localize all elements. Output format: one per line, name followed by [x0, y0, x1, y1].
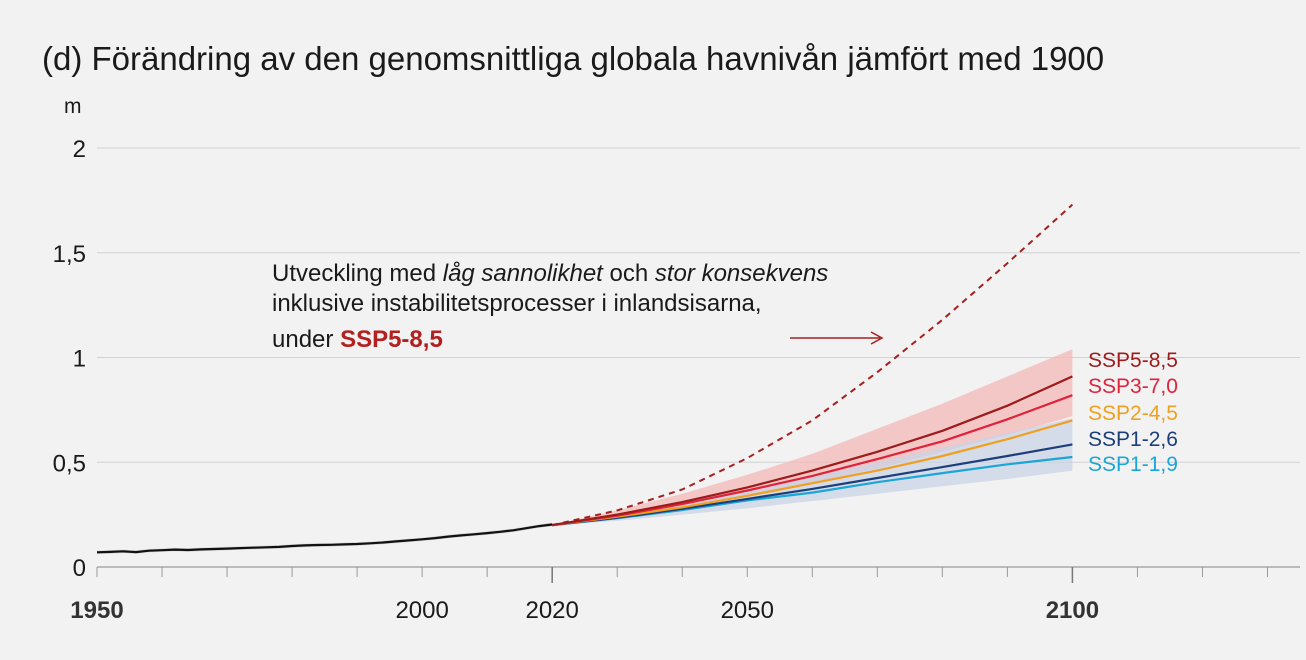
y-axis-unit: m: [64, 95, 82, 118]
x-tick-label: 2020: [525, 597, 578, 624]
annotation-line-3: under SSP5-8,5: [272, 326, 443, 353]
x-tick-label: 2100: [1046, 597, 1099, 624]
chart-title: (d) Förändring av den genomsnittliga glo…: [42, 40, 1104, 77]
uncertainty-bands: [97, 349, 1073, 554]
y-tick-label: 0: [73, 555, 86, 582]
low-likelihood-line: [551, 203, 1074, 527]
series-label-SSP3-7,0: SSP3-7,0: [1088, 375, 1178, 398]
series-line-SSP1-2,6: [552, 443, 1073, 527]
series-line-SSP2-4,5: [552, 419, 1073, 527]
annotation-arrow: [790, 331, 884, 345]
annotation-line-1: Utveckling med låg sannolikhet och stor …: [272, 260, 828, 287]
historical-line: [96, 523, 553, 554]
series-label-SSP1-1,9: SSP1-1,9: [1088, 453, 1178, 476]
series-label-SSP1-2,6: SSP1-2,6: [1088, 428, 1178, 451]
series-label-SSP5-8,5: SSP5-8,5: [1088, 349, 1178, 372]
y-tick-label: 1: [73, 346, 86, 373]
band-SSP1-2,6: [552, 418, 1073, 526]
series-line-SSP5-8,5: [552, 375, 1073, 527]
x-tick-label: 1950: [70, 597, 123, 624]
band-SSP5-8,5: [552, 349, 1073, 526]
x-tick-label: 2000: [395, 597, 448, 624]
y-tick-label: 1,5: [53, 241, 86, 268]
x-axis: [96, 566, 1300, 583]
x-tick-label: 2050: [721, 597, 774, 624]
series-line-SSP3-7,0: [552, 394, 1073, 527]
series-lines: [96, 203, 1074, 554]
series-label-SSP2-4,5: SSP2-4,5: [1088, 402, 1178, 425]
y-axis-ticks: 0 0,5 1 1,5 2: [53, 136, 86, 582]
annotation-line-2: inklusive instabilitetsprocesser i inlan…: [272, 290, 762, 317]
y-tick-label: 2: [73, 136, 86, 163]
gridlines: [97, 147, 1300, 463]
y-tick-label: 0,5: [53, 450, 86, 477]
x-axis-ticks: 1950 2000 2020 2050 2100: [70, 597, 1099, 624]
